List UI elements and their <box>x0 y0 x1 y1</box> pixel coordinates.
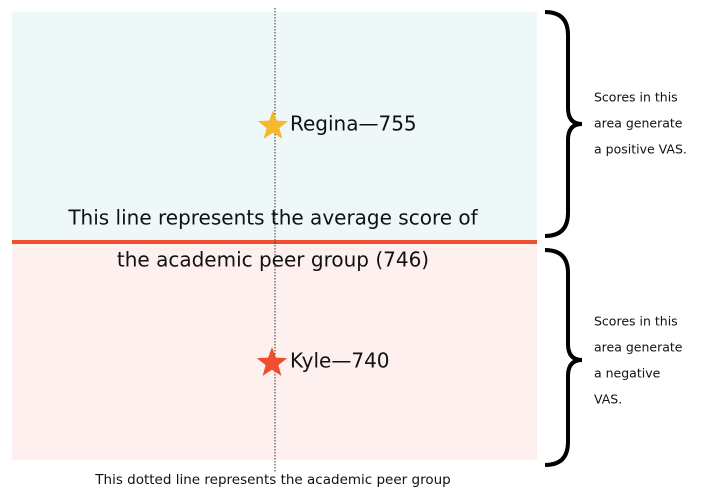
brace <box>544 248 583 467</box>
area-note: Scores in this <box>594 90 678 105</box>
area-note: area generate <box>594 340 683 355</box>
area-note: Scores in this <box>594 314 678 329</box>
average-label: This line represents the average score o… <box>67 206 478 230</box>
area-note: a negative <box>594 366 661 381</box>
dotted-line-label: This dotted line represents the academic… <box>94 472 450 488</box>
average-label: the academic peer group (746) <box>117 248 429 272</box>
area-note: area generate <box>594 116 683 131</box>
negative-area <box>12 244 537 460</box>
area-note: VAS. <box>594 392 622 407</box>
area-note: a positive VAS. <box>594 142 687 157</box>
star <box>256 347 288 376</box>
brace <box>544 10 583 238</box>
marker-label: Kyle—740 <box>290 349 390 373</box>
marker-label: Regina—755 <box>290 112 417 136</box>
star <box>257 110 289 139</box>
